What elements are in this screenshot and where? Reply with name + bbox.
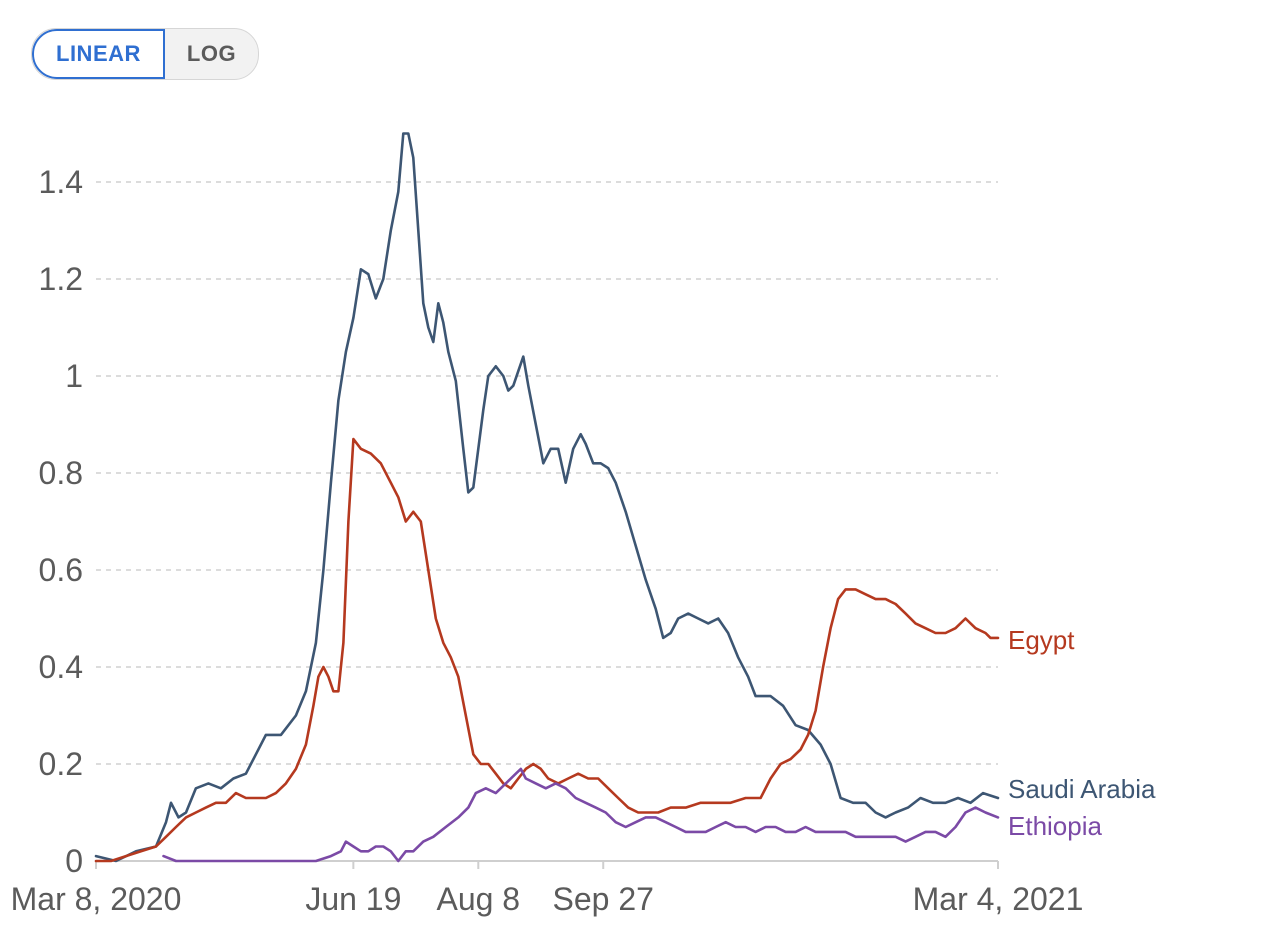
x-tick-label: Sep 27 <box>553 881 654 917</box>
log-scale-button[interactable]: LOG <box>165 29 258 79</box>
x-tick-label: Mar 4, 2021 <box>913 881 1084 917</box>
y-tick-label: 1.4 <box>39 164 83 200</box>
gridlines <box>96 181 998 765</box>
scale-toggle: LINEAR LOG <box>31 28 260 80</box>
y-tick-label: 1 <box>65 358 83 394</box>
y-tick-label: 0 <box>65 843 83 879</box>
y-tick-label: 0.4 <box>39 649 83 685</box>
x-tick-label: Mar 8, 2020 <box>11 881 182 917</box>
y-tick-label: 1.2 <box>39 261 83 297</box>
x-tick-label: Jun 19 <box>305 881 401 917</box>
y-tick-label: 0.8 <box>39 455 83 491</box>
axes: 0 0.2 0.4 0.6 0.8 1 1.2 1.4 Mar 8, 2020 Jun 19 Aug… <box>11 164 1084 917</box>
legend-label-saudi-arabia[interactable]: Saudi Arabia <box>1008 774 1156 804</box>
legend: Egypt Saudi Arabia Ethiopia <box>1008 625 1156 841</box>
y-tick-label: 0.2 <box>39 746 83 782</box>
series-lines <box>94 132 1000 863</box>
legend-label-ethiopia[interactable]: Ethiopia <box>1008 811 1102 841</box>
linear-scale-button[interactable]: LINEAR <box>32 29 165 79</box>
y-tick-label: 0.6 <box>39 552 83 588</box>
series-line-egypt[interactable] <box>94 437 1000 863</box>
series-line-saudi-arabia[interactable] <box>94 132 1000 863</box>
x-tick-label: Aug 8 <box>436 881 520 917</box>
legend-label-egypt[interactable]: Egypt <box>1008 625 1075 655</box>
series-line-ethiopia[interactable] <box>162 767 1000 863</box>
